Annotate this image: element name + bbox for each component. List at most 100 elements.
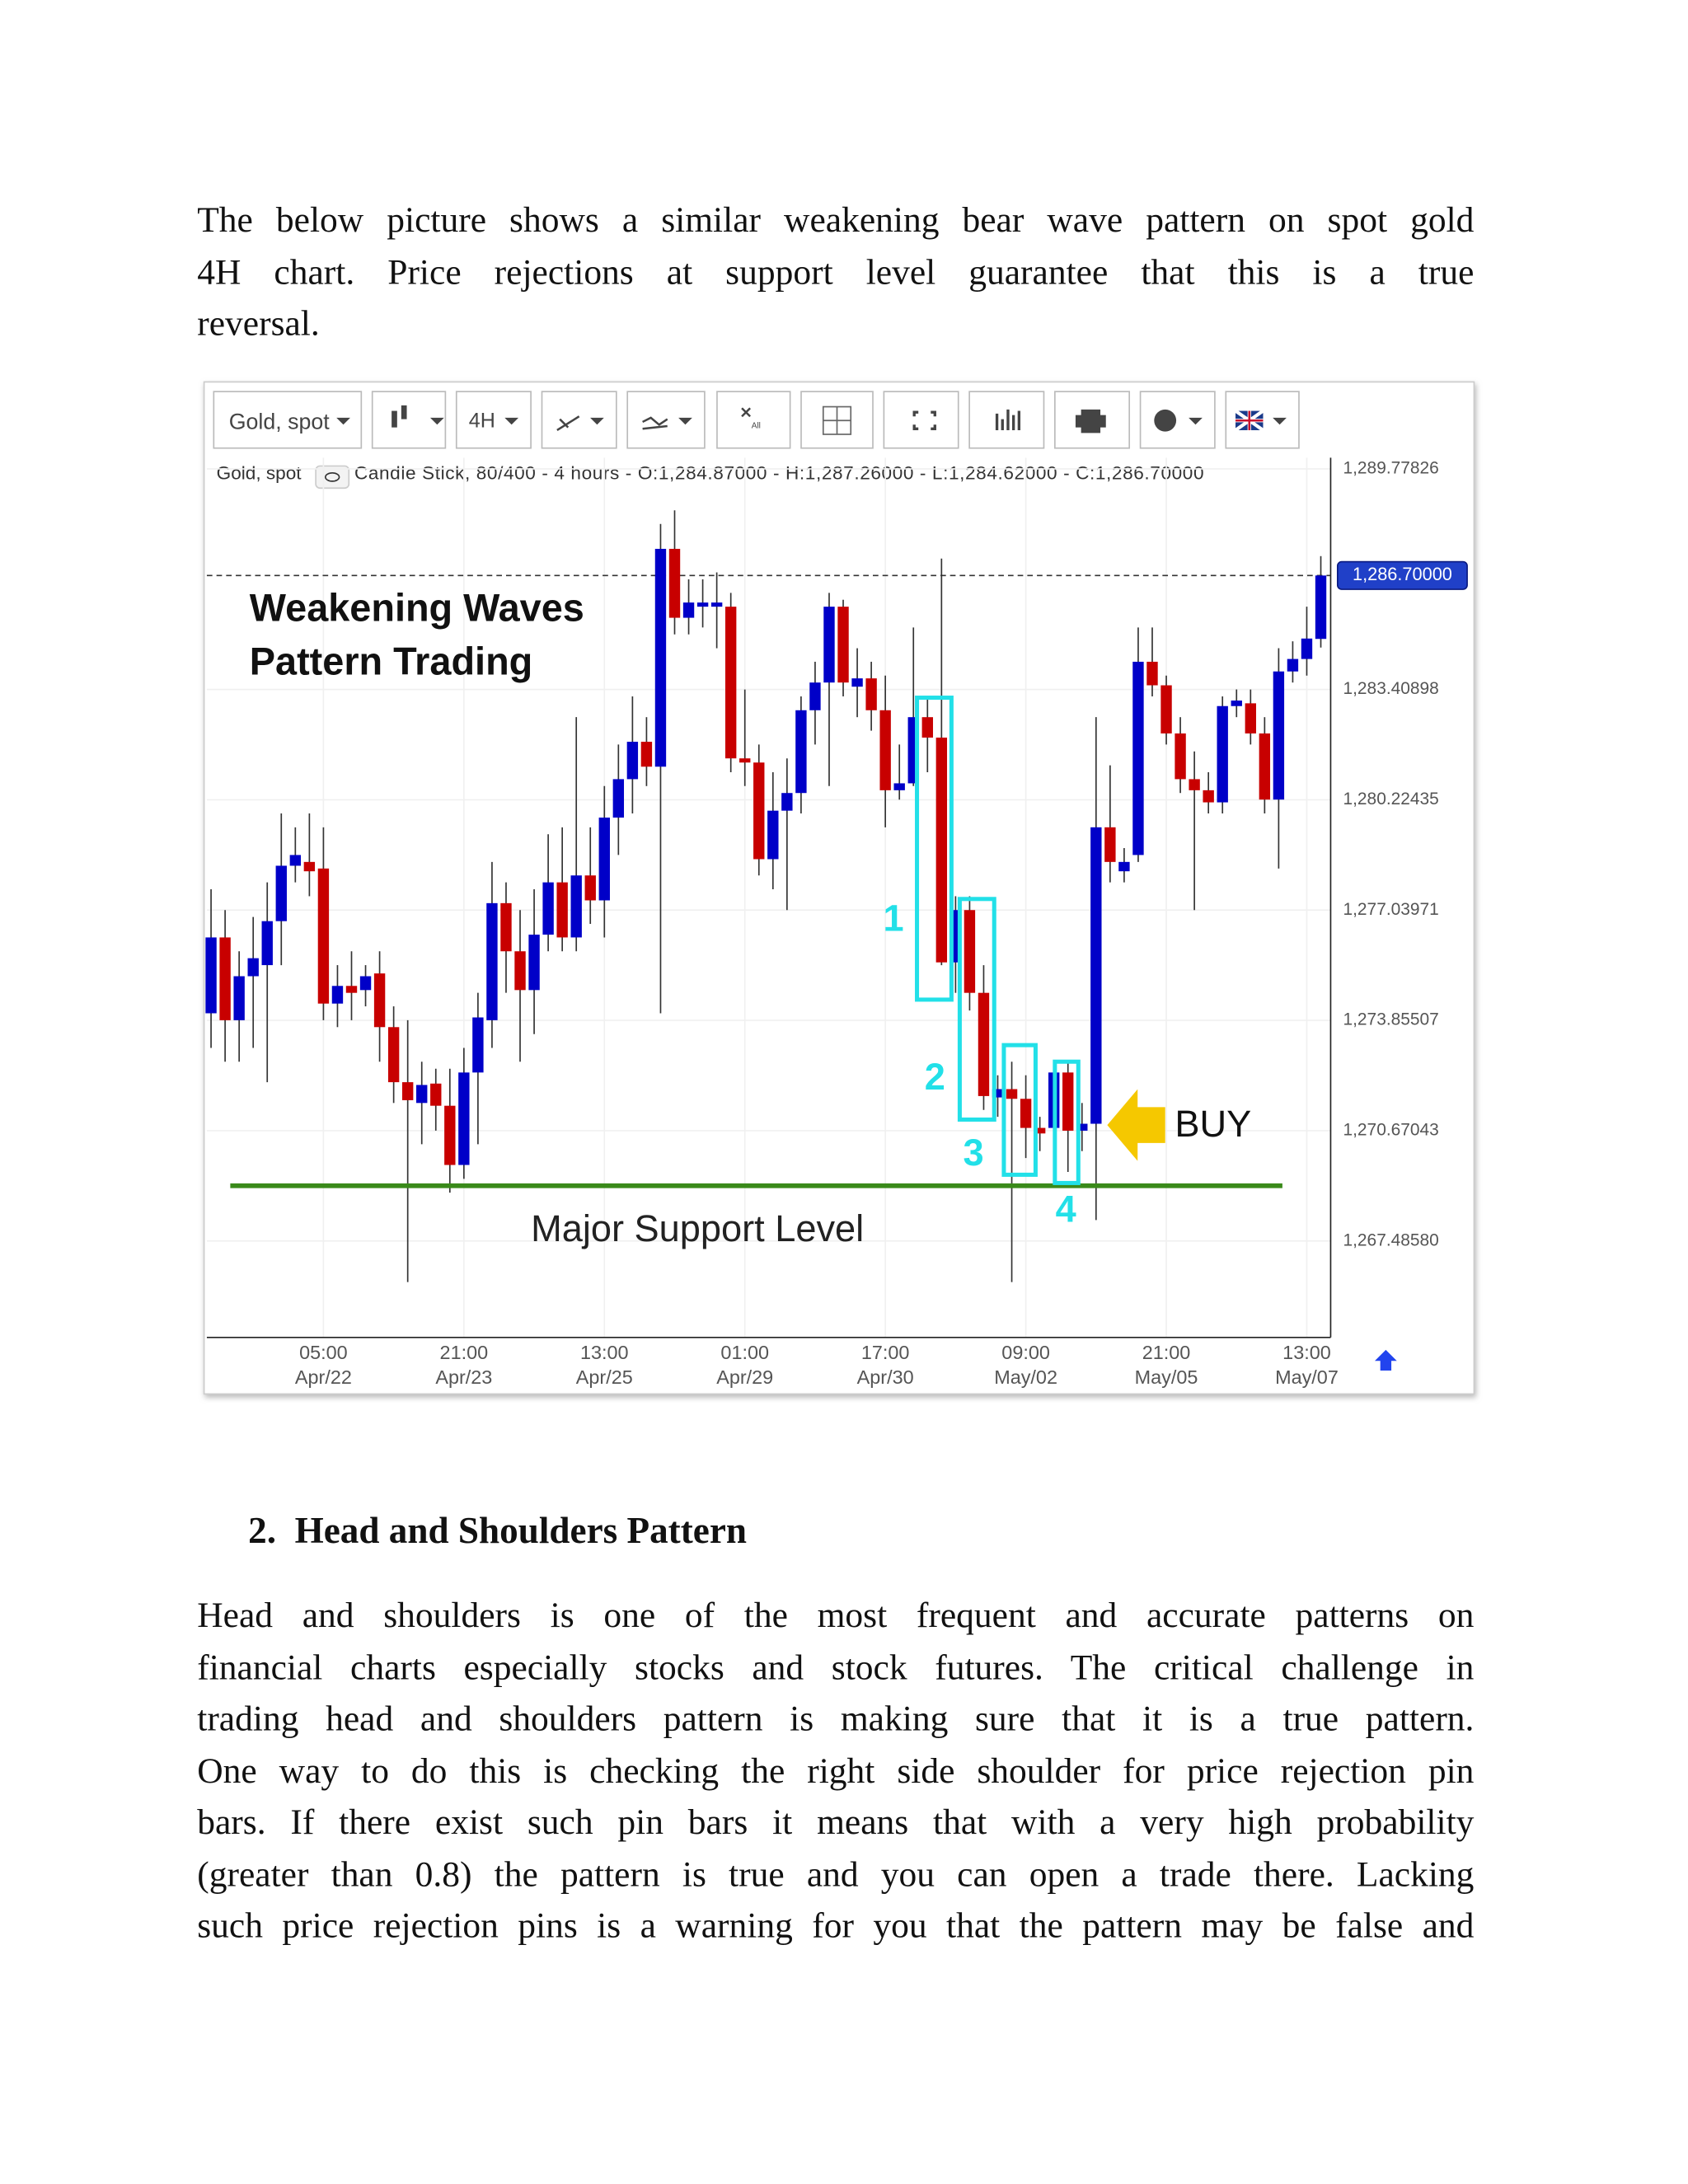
candle-icon: [401, 405, 407, 419]
plot: 1,289.77826 1,283.40898 1,280.22435 1,277.0…: [205, 457, 1468, 1388]
candle-icon: [392, 410, 397, 428]
candle-body: [584, 875, 596, 901]
candle-body: [528, 935, 540, 991]
y-tick-label: 1,289.77826: [1343, 458, 1439, 477]
candle-body: [753, 762, 765, 860]
candle-body: [1160, 685, 1172, 733]
x-tick-label: May/07: [1275, 1366, 1339, 1388]
candle-body: [401, 1082, 414, 1100]
candle-body: [964, 910, 976, 993]
chart: Gold, spot 4H All Gold, spot Candle Stic…: [203, 381, 1475, 1395]
x-tick-label: Apr/29: [716, 1366, 773, 1388]
box-label: 3: [964, 1132, 984, 1174]
x-tick-label: 13:00: [580, 1342, 629, 1363]
text-line: One way to do this is checking the right…: [197, 1750, 1475, 1791]
candle-body: [514, 951, 526, 991]
candle-body: [921, 717, 933, 738]
candle-body: [1217, 705, 1228, 803]
fullscreen-icon: [912, 410, 936, 430]
highlight-box: [1001, 1043, 1038, 1177]
candle-body: [1104, 827, 1116, 862]
highlight-box: [957, 897, 996, 1122]
fullscreen-button[interactable]: [883, 391, 959, 449]
candle-body: [387, 1027, 400, 1083]
candle-body: [978, 992, 990, 1096]
candle-body: [935, 737, 948, 963]
candle-body: [1203, 790, 1214, 803]
clear-icon: [741, 407, 751, 418]
candle-body: [416, 1085, 428, 1104]
text-line: such price rejection pins is a warning f…: [197, 1905, 1475, 1946]
x-tick-label: 17:00: [861, 1342, 910, 1363]
text-line: 4H chart. Price rejections at support le…: [197, 251, 1475, 292]
toolbar-icons: [336, 405, 1287, 435]
timeframe-button[interactable]: [455, 391, 532, 449]
candle-body: [331, 986, 344, 1004]
candle-body: [1118, 861, 1130, 872]
x-tick-label: 21:00: [1142, 1342, 1191, 1363]
candle-body: [1245, 703, 1256, 733]
section-heading: 2. Head and Shoulders Pattern: [248, 1509, 748, 1552]
draw-button[interactable]: [541, 391, 617, 449]
indicator-icon: [642, 416, 668, 430]
highlight-box: [915, 696, 954, 1002]
print-icon: [1075, 409, 1106, 434]
clear-all-label: All: [752, 422, 761, 431]
x-tick-label: 13:00: [1282, 1342, 1331, 1363]
candle-body: [781, 793, 793, 811]
y-tick-label: 1,267.48580: [1343, 1230, 1439, 1249]
candle-body: [809, 682, 821, 710]
candle-body: [865, 678, 877, 710]
candle-body: [1231, 701, 1242, 706]
candle-body: [1020, 1099, 1032, 1128]
candle-body: [1146, 661, 1158, 686]
text-line: financial charts especially stocks and s…: [197, 1647, 1475, 1687]
candle-body: [317, 868, 330, 1004]
candle-body: [1175, 733, 1186, 780]
candle-body: [696, 602, 709, 607]
text-line: trading head and shoulders pattern is ma…: [197, 1699, 1475, 1739]
y-tick-label: 1,283.40898: [1343, 679, 1439, 698]
candle-body: [1259, 733, 1271, 800]
candle-body: [1301, 638, 1313, 659]
candle-body: [879, 710, 891, 790]
support-label: Major Support Level: [531, 1207, 864, 1249]
candle-body: [739, 758, 751, 763]
candle-body: [430, 1083, 442, 1106]
settings-button[interactable]: [1139, 391, 1216, 449]
annotation-title: Pattern Trading: [250, 640, 532, 683]
candle-body: [556, 882, 568, 938]
body-paragraph: Head and shoulders is one of the most fr…: [197, 1590, 1474, 1952]
candle-body: [205, 937, 217, 1014]
candle-body: [823, 607, 835, 683]
crosshair-button[interactable]: [800, 391, 874, 449]
candle-body: [640, 742, 653, 767]
info-symbol: Gold, spot: [217, 462, 302, 483]
candle-body: [458, 1072, 470, 1165]
text-line: Head and shoulders is one of the most fr…: [197, 1595, 1475, 1636]
candle-body: [668, 548, 681, 618]
x-tick-label: Apr/25: [576, 1366, 633, 1388]
buy-label: BUY: [1175, 1103, 1251, 1145]
symbol-button[interactable]: [213, 391, 363, 449]
volume-icon: [995, 409, 1021, 430]
text-line: bars. If there exist such pin bars it me…: [197, 1802, 1475, 1843]
box-label: 4: [1056, 1188, 1076, 1230]
eye-icon: [324, 472, 340, 482]
box-label: 2: [925, 1056, 945, 1098]
candle-body: [710, 602, 723, 607]
candle-body: [1315, 575, 1327, 640]
last-price-tag: [1336, 560, 1468, 590]
candle-body: [275, 865, 287, 921]
candle-body: [1132, 661, 1144, 855]
candle-body: [542, 882, 554, 935]
candle-body: [1076, 1123, 1088, 1131]
y-tick-label: 1,280.22435: [1343, 790, 1439, 808]
info-line: Candle Stick, 80/400 - 4 hours - O:1,284…: [354, 462, 1204, 483]
x-tick-label: 05:00: [299, 1342, 348, 1363]
settings-icon: [1154, 409, 1177, 432]
candle-body: [289, 855, 302, 866]
intro-paragraph: The below picture shows a similar weaken…: [197, 194, 1474, 349]
clear-all-button[interactable]: [716, 391, 791, 449]
